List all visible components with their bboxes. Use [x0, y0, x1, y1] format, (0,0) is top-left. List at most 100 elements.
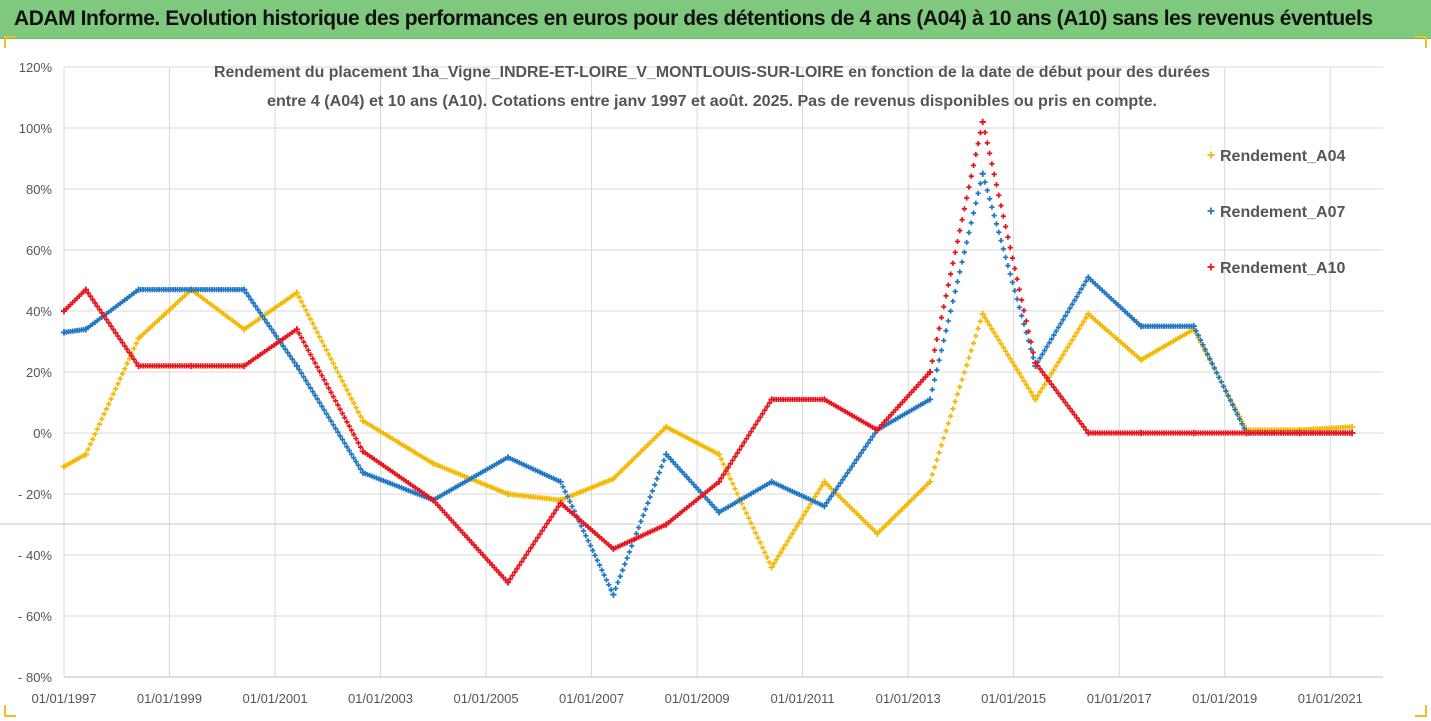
data-marker: [1193, 328, 1199, 334]
data-marker: [1055, 390, 1062, 396]
x-tick-label: 01/01/2013: [876, 691, 941, 706]
data-marker: [117, 376, 123, 382]
data-marker: [601, 572, 607, 578]
data-marker: [998, 341, 1004, 347]
data-marker: [718, 475, 724, 481]
data-point: [1085, 310, 1092, 318]
data-marker: [108, 323, 114, 329]
data-marker: [348, 427, 355, 433]
data-marker: [1025, 328, 1032, 335]
data-marker: [1058, 393, 1064, 399]
data-marker: [326, 385, 332, 391]
data-marker: [1202, 346, 1208, 353]
data-marker: [85, 290, 91, 296]
data-marker: [126, 356, 132, 362]
data-marker: [1200, 342, 1206, 348]
frame-corner-top-right: [1415, 36, 1427, 48]
data-point: [504, 579, 512, 586]
data-marker: [970, 162, 977, 168]
data-marker: [986, 322, 993, 328]
data-marker: [119, 340, 126, 346]
data-marker: [847, 467, 853, 473]
data-marker: [351, 455, 357, 461]
data-marker: [1019, 374, 1025, 380]
data-marker: [626, 549, 633, 555]
data-marker: [865, 440, 871, 446]
data-marker: [961, 369, 967, 375]
data-marker: [321, 377, 327, 383]
data-marker: [755, 535, 761, 541]
data-point: [359, 448, 367, 455]
data-marker: [1055, 359, 1062, 365]
data-marker: [996, 337, 1002, 343]
data-marker: [1042, 347, 1048, 354]
data-marker: [1065, 344, 1071, 351]
x-tick-label: 01/01/2009: [665, 691, 730, 706]
data-point: [979, 118, 986, 126]
data-marker: [353, 459, 359, 465]
data-marker: [1039, 385, 1045, 391]
data-marker: [948, 413, 954, 419]
data-marker: [96, 306, 103, 313]
data-marker: [544, 521, 550, 527]
data-marker: [794, 523, 800, 529]
data-marker: [346, 423, 352, 429]
data-marker: [301, 339, 307, 345]
data-marker: [870, 433, 876, 440]
data-marker: [929, 471, 935, 478]
data-marker: [984, 140, 990, 146]
data-marker: [296, 366, 302, 373]
data-marker: [732, 454, 738, 460]
data-marker: [1003, 254, 1009, 260]
data-marker: [936, 450, 942, 456]
data-marker: [952, 398, 958, 405]
data-marker: [849, 463, 855, 470]
data-point: [82, 451, 90, 458]
data-marker: [1016, 370, 1022, 377]
data-marker: [1069, 301, 1075, 307]
data-marker: [353, 404, 359, 411]
data-marker: [296, 294, 302, 300]
data-marker: [996, 192, 1002, 198]
data-marker: [1025, 385, 1032, 391]
data-marker: [757, 540, 763, 546]
y-tick-label: 120%: [19, 60, 53, 75]
data-point: [293, 326, 301, 333]
data-marker: [99, 416, 105, 422]
data-marker: [523, 552, 529, 558]
data-marker: [1081, 282, 1087, 288]
data-marker: [122, 366, 128, 372]
data-marker: [1019, 313, 1025, 319]
data-marker: [535, 535, 541, 541]
data-point: [768, 396, 775, 403]
data-marker: [1065, 309, 1071, 315]
data-marker: [1060, 352, 1066, 358]
data-marker: [613, 585, 619, 592]
data-marker: [1053, 328, 1059, 334]
data-marker: [96, 421, 103, 427]
data-marker: [1071, 297, 1078, 304]
data-marker: [1037, 389, 1043, 395]
data-marker: [1021, 378, 1027, 384]
data-point: [926, 478, 934, 485]
data-marker: [346, 391, 352, 397]
data-marker: [817, 486, 823, 492]
data-marker: [741, 439, 747, 446]
data-marker: [113, 386, 119, 392]
data-marker: [833, 487, 839, 493]
data-marker: [546, 517, 552, 523]
data-marker: [936, 325, 942, 332]
data-marker: [323, 411, 330, 417]
data-marker: [594, 557, 600, 563]
data-marker: [124, 361, 130, 367]
data-marker: [1239, 421, 1245, 427]
data-marker: [1074, 330, 1080, 336]
data-marker: [1021, 321, 1027, 327]
data-marker: [319, 338, 325, 344]
data-marker: [330, 394, 336, 400]
data-marker: [339, 378, 345, 384]
data-marker: [968, 220, 974, 226]
data-marker: [1078, 421, 1085, 427]
data-marker: [723, 468, 729, 474]
data-marker: [1062, 399, 1068, 406]
